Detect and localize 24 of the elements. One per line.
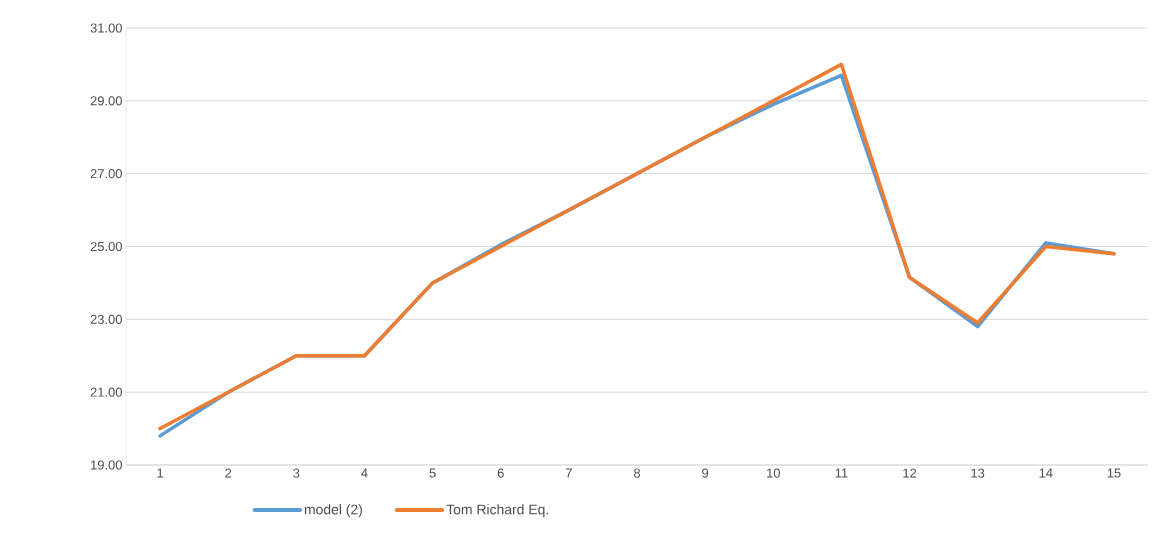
x-tick-label: 2 (225, 468, 232, 478)
y-tick-label: 31.00 (90, 23, 122, 33)
x-tick-label: 8 (633, 468, 641, 478)
x-tick-label: 11 (835, 468, 848, 478)
x-tick-label: 4 (361, 468, 368, 478)
x-tick-label: 7 (565, 468, 572, 478)
x-tick-label: 12 (903, 468, 917, 478)
x-tick-label: 10 (767, 468, 780, 478)
x-tick-label: 1 (157, 468, 164, 478)
x-tick-label: 13 (971, 468, 985, 478)
x-tick-label: 9 (702, 468, 709, 478)
y-tick-label: 19.00 (91, 460, 122, 470)
x-tick-label: 3 (293, 468, 300, 478)
y-tick-label: 21.00 (90, 387, 122, 397)
y-tick-label: 25.00 (90, 241, 122, 252)
legend-label: model (2) (304, 504, 362, 518)
x-tick-label: 14 (1039, 468, 1053, 478)
y-tick-label: 29.00 (90, 96, 122, 106)
y-tick-label: 23.00 (90, 314, 122, 324)
y-tick-label: 27.00 (90, 169, 122, 179)
x-tick-label: 15 (1107, 468, 1121, 478)
x-tick-label: 6 (497, 468, 504, 478)
legend-label: Tom Richard Eq. (446, 504, 548, 518)
x-tick-label: 5 (429, 468, 436, 478)
